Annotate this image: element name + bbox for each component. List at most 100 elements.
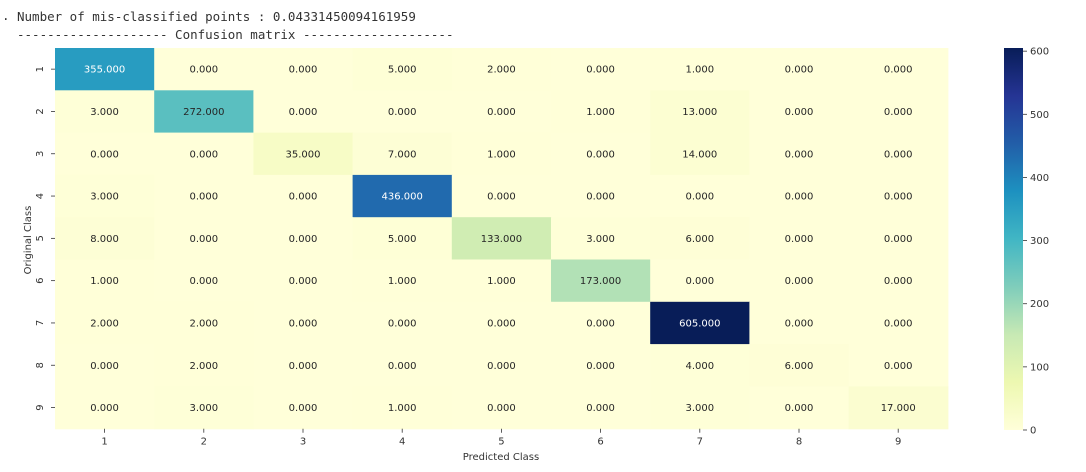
heatmap-cell — [650, 90, 750, 134]
heatmap-cell — [154, 386, 254, 430]
colorbar-tick-label: 600 — [1030, 47, 1049, 58]
cell-value-label: 2.000 — [90, 318, 119, 329]
cell-value-label: 17.000 — [881, 403, 916, 414]
colorbar-tick-label: 100 — [1030, 362, 1049, 373]
cell-value-label: 1.000 — [586, 107, 615, 118]
y-tick-label: 5 — [35, 235, 46, 241]
colorbar-tick-label: 300 — [1030, 236, 1049, 247]
cell-value-label: 0.000 — [189, 149, 218, 160]
cell-value-label: 0.000 — [785, 149, 814, 160]
y-axis-label: Original Class — [23, 206, 34, 275]
cell-value-label: 0.000 — [90, 361, 119, 372]
cell-value-label: 7.000 — [388, 149, 417, 160]
heatmap-cell — [352, 301, 453, 345]
heatmap-cell — [352, 90, 453, 134]
cell-value-label: 272.000 — [183, 107, 224, 118]
heatmap-cell — [451, 90, 552, 134]
heatmap-cell — [650, 174, 750, 218]
cell-value-label: 0.000 — [388, 318, 417, 329]
heatmap-cell — [650, 386, 750, 430]
heatmap-cell — [55, 132, 155, 176]
heatmap-cell — [253, 48, 354, 91]
cell-prompt-marker: . — [2, 8, 10, 23]
heatmap-cell — [650, 217, 750, 261]
heatmap-cell — [352, 386, 453, 430]
heatmap-cell — [749, 259, 850, 303]
heatmap-cell — [848, 301, 949, 345]
y-tick-label: 3 — [35, 151, 46, 157]
heatmap-cell — [451, 344, 552, 387]
x-tick-label: 5 — [498, 437, 504, 448]
heatmap-cell — [749, 48, 850, 91]
cell-value-label: 0.000 — [487, 318, 516, 329]
cell-value-label: 0.000 — [685, 276, 714, 287]
heatmap-cell — [451, 217, 552, 261]
cell-value-label: 0.000 — [785, 318, 814, 329]
y-tick-label: 7 — [35, 320, 46, 326]
cell-value-label: 0.000 — [189, 192, 218, 203]
heatmap-cell — [848, 344, 949, 387]
heatmap-cell — [848, 386, 949, 430]
cell-value-label: 2.000 — [487, 65, 516, 76]
console-output: Number of mis-classified points : 0.0433… — [17, 8, 454, 44]
heatmap-cell — [749, 217, 850, 261]
heatmap-cell — [55, 217, 155, 261]
cell-value-label: 0.000 — [388, 107, 417, 118]
y-tick-label: 6 — [35, 277, 46, 283]
heatmap-cell — [253, 217, 354, 261]
heatmap-cell — [551, 259, 651, 303]
heatmap-cell — [551, 48, 651, 91]
cell-value-label: 2.000 — [189, 361, 218, 372]
heatmap-cell — [352, 217, 453, 261]
cell-value-label: 0.000 — [586, 149, 615, 160]
misclassified-line: Number of mis-classified points : 0.0433… — [17, 9, 416, 24]
heatmap-cell — [848, 48, 949, 91]
heatmap-cell — [352, 174, 453, 218]
heatmap-cell — [253, 259, 354, 303]
cell-value-label: 35.000 — [286, 149, 321, 160]
heatmap-cell — [650, 132, 750, 176]
cell-value-label: 0.000 — [785, 234, 814, 245]
heatmap-cell — [352, 259, 453, 303]
cell-value-label: 436.000 — [382, 192, 423, 203]
cell-value-label: 0.000 — [487, 107, 516, 118]
cell-value-label: 1.000 — [487, 149, 516, 160]
y-axis-ticks: 1 2 3 4 5 6 7 8 9 — [35, 66, 55, 411]
cell-value-label: 0.000 — [289, 403, 318, 414]
cell-value-label: 133.000 — [481, 234, 522, 245]
cell-value-label: 0.000 — [884, 234, 913, 245]
heatmap-cell — [650, 301, 750, 345]
x-tick-label: 4 — [399, 437, 405, 448]
colorbar — [1004, 48, 1023, 430]
heatmap-cell — [551, 132, 651, 176]
y-tick-label: 8 — [35, 362, 46, 368]
cell-value-label: 0.000 — [289, 234, 318, 245]
x-tick-label: 8 — [796, 437, 802, 448]
cell-value-label: 0.000 — [785, 276, 814, 287]
heatmap-cell — [55, 344, 155, 387]
heatmap-cell — [451, 48, 552, 91]
cell-value-label: 0.000 — [289, 192, 318, 203]
heatmap-cell — [154, 132, 254, 176]
cell-value-label: 1.000 — [685, 65, 714, 76]
cell-value-label: 0.000 — [586, 318, 615, 329]
cell-value-label: 0.000 — [388, 361, 417, 372]
heatmap-cell — [848, 259, 949, 303]
heatmap-cell — [650, 48, 750, 91]
heatmap-cell — [253, 344, 354, 387]
cell-value-label: 3.000 — [685, 403, 714, 414]
heatmap-cell — [749, 386, 850, 430]
heatmap-cell — [55, 90, 155, 134]
heatmap-cell — [55, 301, 155, 345]
heatmap-cell — [154, 217, 254, 261]
x-tick-label: 2 — [201, 437, 207, 448]
heatmap-cell — [253, 132, 354, 176]
heatmap-cell — [551, 90, 651, 134]
cell-value-label: 0.000 — [586, 192, 615, 203]
cell-value-label: 0.000 — [289, 361, 318, 372]
cell-value-label: 0.000 — [289, 276, 318, 287]
heatmap-cell — [154, 174, 254, 218]
cell-value-label: 1.000 — [90, 276, 119, 287]
heatmap-cell — [55, 386, 155, 430]
heatmap-cell — [154, 48, 254, 91]
